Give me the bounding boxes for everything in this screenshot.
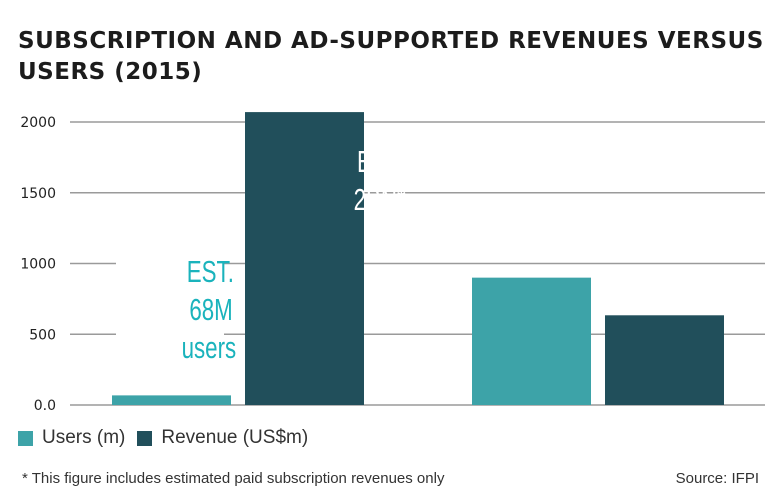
source: Source: IFPI (675, 470, 759, 487)
y-tick-label: 0.0 (34, 398, 56, 414)
data-label: 2BN* (354, 183, 406, 217)
bar-users (112, 395, 231, 405)
y-tick-label: 500 (29, 327, 56, 343)
y-tick-label: 1000 (20, 257, 56, 273)
legend-swatch-users (18, 430, 33, 446)
y-tick-label: 1500 (20, 186, 56, 202)
data-label: EST. (357, 145, 404, 179)
bar-chart: 0.0500100015002000EST.68MusersEST.2BN*90… (20, 112, 781, 414)
data-label: 68M (189, 292, 232, 326)
legend-label-revenue: Revenue (US$m) (161, 427, 309, 448)
legend-item-revenue: Revenue (US$m) (137, 427, 308, 449)
label-backdrop (116, 250, 224, 380)
data-label: EST. (187, 254, 234, 288)
legend-label-users: Users (m) (42, 427, 126, 448)
bar-users (472, 277, 591, 405)
legend-item-users: Users (m) (18, 427, 125, 449)
bar-revenue (605, 315, 724, 405)
chart-title: SUBSCRIPTION AND AD-SUPPORTED REVENUES V… (18, 28, 764, 85)
footnote: * This figure includes estimated paid su… (22, 470, 445, 487)
y-tick-label: 2000 (20, 115, 56, 131)
data-label: US$ 634M (777, 340, 781, 374)
legend-swatch-revenue (137, 430, 153, 446)
bar-revenue (245, 112, 364, 405)
legend: Users (m) Revenue (US$m) (18, 427, 320, 449)
data-label: users (182, 330, 237, 364)
